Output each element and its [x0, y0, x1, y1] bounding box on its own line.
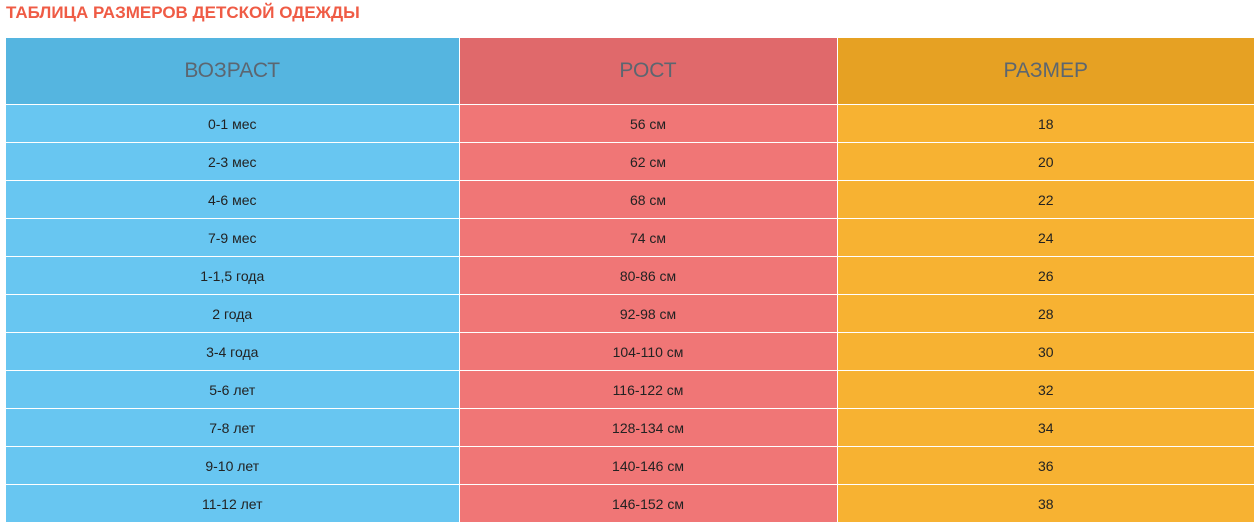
cell-age: 0-1 мес	[6, 104, 460, 143]
cell-size: 34	[837, 408, 1254, 447]
table-row: 0-1 мес 56 см 18	[6, 104, 1254, 143]
cell-height: 140-146 см	[459, 446, 838, 485]
size-chart-table: ВОЗРАСТ РОСТ РАЗМЕР 0-1 мес 56 см 18 2-3 ме…	[6, 38, 1254, 523]
cell-age: 3-4 года	[6, 332, 460, 371]
table-row: 11-12 лет 146-152 см 38	[6, 484, 1254, 523]
cell-size: 36	[837, 446, 1254, 485]
table-row: 4-6 мес 68 см 22	[6, 180, 1254, 219]
table-row: 7-8 лет 128-134 см 34	[6, 408, 1254, 447]
cell-height: 92-98 см	[459, 294, 838, 333]
cell-age: 2-3 мес	[6, 142, 460, 181]
cell-height: 56 см	[459, 104, 838, 143]
cell-age: 11-12 лет	[6, 484, 460, 523]
cell-size: 26	[837, 256, 1254, 295]
cell-height: 74 см	[459, 218, 838, 257]
table-row: 9-10 лет 140-146 см 36	[6, 446, 1254, 485]
table-row: 2-3 мес 62 см 20	[6, 142, 1254, 181]
cell-size: 38	[837, 484, 1254, 523]
cell-size: 24	[837, 218, 1254, 257]
cell-age: 5-6 лет	[6, 370, 460, 409]
cell-size: 28	[837, 294, 1254, 333]
cell-height: 104-110 см	[459, 332, 838, 371]
cell-size: 32	[837, 370, 1254, 409]
page-title: ТАБЛИЦА РАЗМЕРОВ ДЕТСКОЙ ОДЕЖДЫ	[6, 3, 360, 22]
cell-size: 22	[837, 180, 1254, 219]
cell-size: 30	[837, 332, 1254, 371]
cell-height: 62 см	[459, 142, 838, 181]
cell-age: 4-6 мес	[6, 180, 460, 219]
column-header-height: РОСТ	[459, 38, 838, 105]
cell-height: 116-122 см	[459, 370, 838, 409]
cell-size: 18	[837, 104, 1254, 143]
cell-height: 68 см	[459, 180, 838, 219]
cell-height: 146-152 см	[459, 484, 838, 523]
cell-height: 128-134 см	[459, 408, 838, 447]
table-row: 5-6 лет 116-122 см 32	[6, 370, 1254, 409]
cell-height: 80-86 см	[459, 256, 838, 295]
cell-age: 2 года	[6, 294, 460, 333]
cell-age: 7-9 мес	[6, 218, 460, 257]
table-row: 7-9 мес 74 см 24	[6, 218, 1254, 257]
table-row: 1-1,5 года 80-86 см 26	[6, 256, 1254, 295]
table-body: 0-1 мес 56 см 18 2-3 мес 62 см 20 4-6 мес 68 см…	[6, 104, 1254, 523]
table-row: 2 года 92-98 см 28	[6, 294, 1254, 333]
cell-age: 7-8 лет	[6, 408, 460, 447]
table-row: 3-4 года 104-110 см 30	[6, 332, 1254, 371]
column-header-size: РАЗМЕР	[837, 38, 1254, 105]
cell-size: 20	[837, 142, 1254, 181]
column-header-age: ВОЗРАСТ	[6, 38, 460, 105]
cell-age: 9-10 лет	[6, 446, 460, 485]
cell-age: 1-1,5 года	[6, 256, 460, 295]
table-header-row: ВОЗРАСТ РОСТ РАЗМЕР	[6, 38, 1254, 105]
